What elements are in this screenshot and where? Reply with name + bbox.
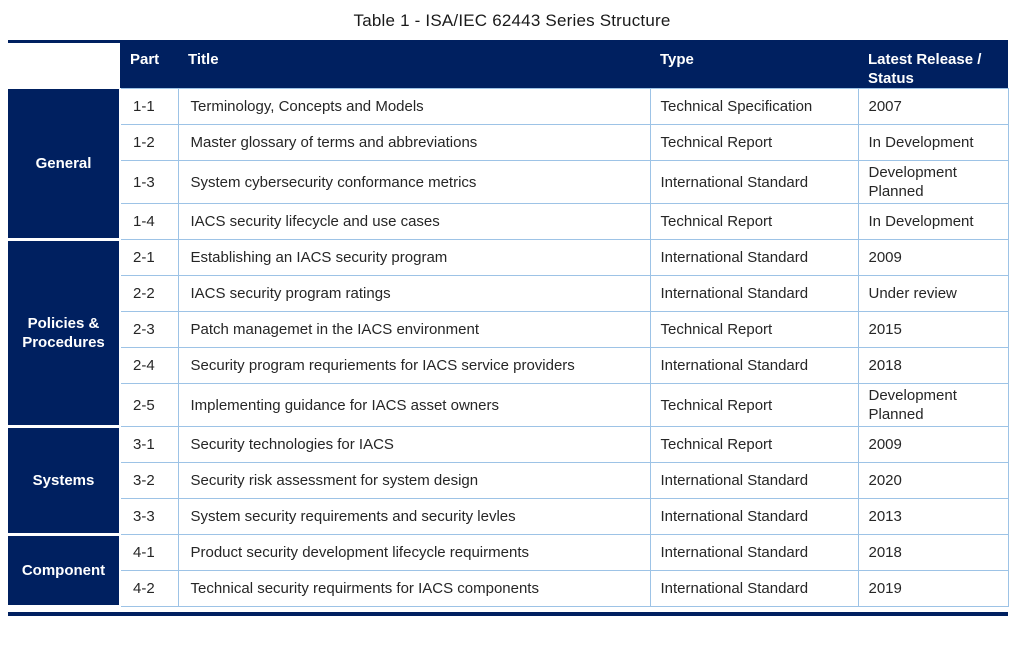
title-cell: Terminology, Concepts and Models <box>177 88 651 125</box>
status-cell: Development Planned <box>857 160 1009 204</box>
table-bottom-border <box>8 612 1008 616</box>
table-row: 4-2 Technical security requirments for I… <box>8 570 1009 607</box>
part-cell: 4-1 <box>119 534 179 571</box>
type-cell: International Standard <box>649 160 859 204</box>
part-cell: 3-2 <box>119 462 179 499</box>
title-cell: Master glossary of terms and abbreviatio… <box>177 124 651 161</box>
type-cell: International Standard <box>649 347 859 384</box>
type-cell: Technical Report <box>649 203 859 240</box>
title-cell: Patch managemet in the IACS environment <box>177 311 651 348</box>
type-cell: Technical Report <box>649 124 859 161</box>
type-cell: International Standard <box>649 239 859 276</box>
type-cell: International Standard <box>649 534 859 571</box>
status-cell: 2018 <box>857 534 1009 571</box>
status-cell: 2009 <box>857 239 1009 276</box>
part-cell: 4-2 <box>119 570 179 607</box>
part-cell: 2-4 <box>119 347 179 384</box>
status-cell: 2020 <box>857 462 1009 499</box>
part-cell: 2-3 <box>119 311 179 348</box>
type-cell: International Standard <box>649 275 859 312</box>
table-row: 2-5 Implementing guidance for IACS asset… <box>8 383 1009 427</box>
part-cell: 1-3 <box>119 160 179 204</box>
status-cell: 2015 <box>857 311 1009 348</box>
group-cell-policies-procedures: Policies & Procedures <box>8 239 121 428</box>
title-cell: System cybersecurity conformance metrics <box>177 160 651 204</box>
title-cell: Security technologies for IACS <box>177 426 651 463</box>
title-cell: Technical security requirments for IACS … <box>177 570 651 607</box>
corner-cell <box>8 41 120 89</box>
group-cell-general: General <box>8 88 121 241</box>
type-cell: International Standard <box>649 570 859 607</box>
part-cell: 1-1 <box>119 88 179 125</box>
part-cell: 3-1 <box>119 426 179 463</box>
table-row: General 1-1 Terminology, Concepts and Mo… <box>8 88 1009 241</box>
type-cell: International Standard <box>649 498 859 535</box>
part-cell: 3-3 <box>119 498 179 535</box>
status-cell: 2007 <box>857 88 1009 125</box>
group-cell-systems: Systems <box>8 426 121 536</box>
type-cell: Technical Report <box>649 426 859 463</box>
title-cell: IACS security lifecycle and use cases <box>177 203 651 240</box>
type-cell: Technical Report <box>649 311 859 348</box>
type-cell: International Standard <box>649 462 859 499</box>
series-structure-table: Part Title Type Latest Release / Status … <box>8 40 1009 608</box>
status-cell: Development Planned <box>857 383 1009 427</box>
table-row: Systems 3-1 Security technologies for IA… <box>8 426 1009 536</box>
table-row: 2-2 IACS security program ratings Intern… <box>8 275 1009 312</box>
title-cell: Implementing guidance for IACS asset own… <box>177 383 651 427</box>
title-cell: IACS security program ratings <box>177 275 651 312</box>
part-cell: 1-2 <box>119 124 179 161</box>
title-cell: System security requirements and securit… <box>177 498 651 535</box>
table-row: 2-3 Patch managemet in the IACS environm… <box>8 311 1009 348</box>
table-row: 1-3 System cybersecurity conformance met… <box>8 160 1009 204</box>
status-cell: 2009 <box>857 426 1009 463</box>
status-cell: Under review <box>857 275 1009 312</box>
table-row: Policies & Procedures 2-1 Establishing a… <box>8 239 1009 428</box>
part-cell: 2-2 <box>119 275 179 312</box>
status-cell: 2013 <box>857 498 1009 535</box>
col-header-type: Type <box>650 41 858 89</box>
table-caption: Table 1 - ISA/IEC 62443 Series Structure <box>353 11 671 30</box>
table-row: 2-4 Security program requriements for IA… <box>8 347 1009 384</box>
title-cell: Security risk assessment for system desi… <box>177 462 651 499</box>
part-cell: 2-1 <box>119 239 179 276</box>
status-cell: In Development <box>857 203 1009 240</box>
table-row: 1-2 Master glossary of terms and abbrevi… <box>8 124 1009 161</box>
table-row: 1-4 IACS security lifecycle and use case… <box>8 203 1009 240</box>
title-cell: Product security development lifecycle r… <box>177 534 651 571</box>
col-header-title: Title <box>178 41 650 89</box>
col-header-status: Latest Release / Status <box>858 41 1008 89</box>
status-cell: 2019 <box>857 570 1009 607</box>
table-row: 3-2 Security risk assessment for system … <box>8 462 1009 499</box>
col-header-part: Part <box>120 41 178 89</box>
status-cell: In Development <box>857 124 1009 161</box>
type-cell: Technical Report <box>649 383 859 427</box>
table-row: 3-3 System security requirements and sec… <box>8 498 1009 535</box>
title-cell: Security program requriements for IACS s… <box>177 347 651 384</box>
status-cell: 2018 <box>857 347 1009 384</box>
part-cell: 2-5 <box>119 383 179 427</box>
group-cell-component: Component <box>8 534 121 608</box>
header-row: Part Title Type Latest Release / Status <box>8 41 1008 89</box>
part-cell: 1-4 <box>119 203 179 240</box>
type-cell: Technical Specification <box>649 88 859 125</box>
table-row: Component 4-1 Product security developme… <box>8 534 1009 608</box>
title-cell: Establishing an IACS security program <box>177 239 651 276</box>
